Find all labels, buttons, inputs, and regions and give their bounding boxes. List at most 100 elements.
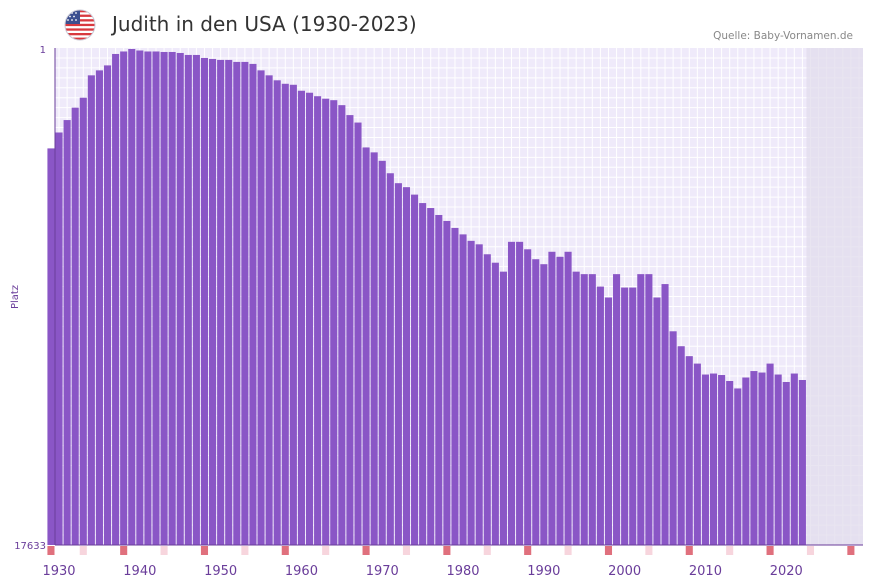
bar-1993 bbox=[564, 251, 572, 545]
bar-1951 bbox=[225, 59, 233, 545]
bar-1999 bbox=[613, 274, 621, 545]
year-marker-strong bbox=[120, 546, 128, 555]
y-axis-title: Platz bbox=[10, 285, 21, 309]
bar-1991 bbox=[548, 251, 556, 545]
bar-1994 bbox=[572, 271, 580, 545]
year-marker-light bbox=[241, 546, 249, 555]
bar-2018 bbox=[766, 363, 774, 545]
bar-1980 bbox=[459, 234, 467, 545]
year-marker-strong bbox=[443, 546, 451, 555]
year-marker-light bbox=[322, 546, 330, 555]
bar-2020 bbox=[782, 381, 790, 545]
bar-1978 bbox=[443, 220, 451, 545]
bar-1961 bbox=[305, 92, 314, 545]
bar-1935 bbox=[95, 70, 103, 546]
x-tick-label: 2020 bbox=[770, 564, 803, 579]
bar-2015 bbox=[742, 377, 750, 545]
bar-1938 bbox=[120, 51, 128, 545]
bar-1941 bbox=[144, 51, 152, 545]
bar-2012 bbox=[718, 375, 726, 545]
bar-1983 bbox=[483, 254, 491, 545]
bar-1992 bbox=[556, 256, 564, 545]
bar-2002 bbox=[637, 274, 645, 545]
year-marker-strong bbox=[524, 546, 532, 555]
source-label: Quelle: Baby-Vornamen.de bbox=[713, 30, 853, 42]
bar-1931 bbox=[63, 120, 71, 545]
future-band bbox=[806, 48, 863, 545]
bar-1958 bbox=[281, 83, 289, 545]
bar-2003 bbox=[645, 274, 653, 545]
page-title: Judith in den USA (1930-2023) bbox=[112, 12, 417, 36]
year-marker-light bbox=[564, 546, 572, 555]
bar-2014 bbox=[734, 388, 742, 545]
bar-1996 bbox=[588, 274, 596, 545]
x-tick-label: 1980 bbox=[446, 564, 479, 579]
x-tick-label: 1990 bbox=[527, 564, 560, 579]
bar-1946 bbox=[184, 54, 192, 545]
bar-2016 bbox=[750, 371, 758, 545]
bar-1950 bbox=[217, 59, 225, 545]
bar-2001 bbox=[629, 287, 637, 545]
bar-1959 bbox=[289, 84, 297, 545]
bar-1967 bbox=[354, 122, 362, 546]
bar-1997 bbox=[596, 286, 604, 545]
bar-2019 bbox=[774, 374, 782, 545]
bar-2007 bbox=[677, 346, 685, 545]
bar-1954 bbox=[249, 63, 257, 546]
bar-2008 bbox=[685, 356, 693, 545]
bar-1969 bbox=[370, 152, 378, 545]
bar-2013 bbox=[726, 380, 734, 545]
bar-1930 bbox=[55, 132, 63, 546]
bar-1943 bbox=[160, 51, 168, 545]
bar-2010 bbox=[701, 374, 709, 545]
bar-1990 bbox=[540, 264, 548, 545]
y-top-label: 1 bbox=[40, 45, 46, 56]
x-tick-label: 1950 bbox=[204, 564, 237, 579]
bar-1972 bbox=[394, 183, 402, 545]
y-bottom-label: 17633 bbox=[14, 541, 46, 552]
bar-2021 bbox=[790, 373, 798, 545]
bar-1986 bbox=[507, 241, 516, 545]
year-marker-strong bbox=[847, 546, 855, 555]
bar-2017 bbox=[758, 372, 766, 545]
bar-1976 bbox=[427, 208, 435, 545]
year-marker-light bbox=[160, 546, 168, 555]
bar-1998 bbox=[604, 297, 613, 545]
bar-1987 bbox=[516, 241, 524, 545]
bar-1989 bbox=[532, 259, 540, 545]
bar-1955 bbox=[257, 70, 265, 546]
bar-1957 bbox=[273, 80, 281, 546]
year-marker-strong bbox=[766, 546, 774, 555]
year-marker-light bbox=[726, 546, 734, 555]
bar-1981 bbox=[467, 240, 475, 545]
bar-2022 bbox=[798, 379, 806, 545]
bar-1995 bbox=[580, 274, 588, 545]
bar-2006 bbox=[669, 331, 677, 545]
bar-1942 bbox=[152, 51, 160, 545]
bar-1962 bbox=[314, 96, 322, 546]
year-marker-strong bbox=[200, 546, 209, 555]
bar-1963 bbox=[322, 98, 330, 545]
year-marker-light bbox=[402, 546, 411, 555]
year-marker-strong bbox=[604, 546, 613, 555]
us-flag-icon bbox=[64, 9, 96, 41]
bar-1982 bbox=[475, 244, 483, 545]
x-tick-label: 1960 bbox=[285, 564, 318, 579]
bar-1974 bbox=[411, 194, 419, 546]
bar-2000 bbox=[621, 287, 629, 545]
year-marker-strong bbox=[685, 546, 693, 555]
bar-1948 bbox=[200, 57, 209, 545]
x-tick-label: 2000 bbox=[608, 564, 641, 579]
bar-1965 bbox=[338, 105, 346, 545]
bar-1945 bbox=[176, 52, 184, 545]
bar-1953 bbox=[241, 61, 249, 545]
year-marker-light bbox=[645, 546, 653, 555]
bar-1933 bbox=[79, 97, 87, 545]
year-marker-light bbox=[806, 546, 815, 555]
x-tick-label: 2010 bbox=[689, 564, 722, 579]
year-marker-strong bbox=[47, 546, 55, 555]
bar-1971 bbox=[386, 173, 394, 545]
bar-1929 bbox=[47, 148, 55, 546]
bar-2011 bbox=[709, 373, 718, 545]
bar-2005 bbox=[661, 284, 669, 545]
